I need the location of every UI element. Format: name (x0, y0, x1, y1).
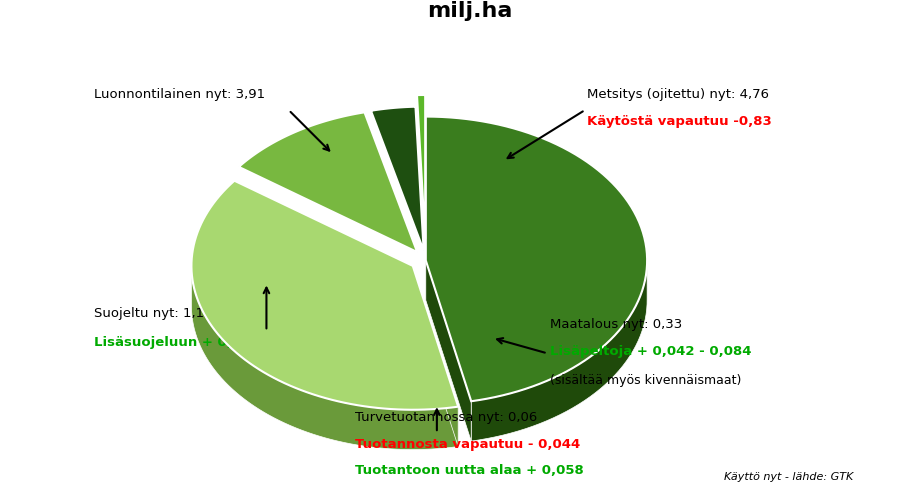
Text: Suojeltu nyt: 1,13: Suojeltu nyt: 1,13 (94, 307, 212, 320)
Polygon shape (417, 95, 425, 239)
Polygon shape (192, 181, 458, 410)
Text: Tuotantoon uutta alaa + 0,058: Tuotantoon uutta alaa + 0,058 (355, 464, 584, 477)
Polygon shape (192, 267, 458, 450)
Polygon shape (239, 112, 417, 252)
Text: Käytöstä vapautuu -0,83: Käytöstä vapautuu -0,83 (588, 115, 772, 128)
Text: Maatalous nyt: 0,33: Maatalous nyt: 0,33 (550, 318, 682, 331)
Polygon shape (426, 260, 471, 441)
Text: milj.ha: milj.ha (428, 1, 513, 21)
Polygon shape (371, 107, 424, 250)
Text: Käyttö nyt - lähde: GTK: Käyttö nyt - lähde: GTK (724, 472, 854, 482)
Text: Lisäpeltoja + 0,042 - 0,084: Lisäpeltoja + 0,042 - 0,084 (550, 345, 751, 358)
Polygon shape (413, 266, 458, 446)
Text: Turvetuotannossa nyt: 0,06: Turvetuotannossa nyt: 0,06 (355, 411, 537, 424)
Text: Lisäsuojeluun + 0,1: Lisäsuojeluun + 0,1 (94, 336, 241, 349)
Text: Tuotannosta vapautuu - 0,044: Tuotannosta vapautuu - 0,044 (355, 438, 580, 451)
Text: (sisältää myös kivennäismaat): (sisältää myös kivennäismaat) (550, 374, 741, 387)
Text: Metsitys (ojitettu) nyt: 4,76: Metsitys (ojitettu) nyt: 4,76 (588, 88, 769, 101)
Polygon shape (471, 259, 647, 441)
Text: Luonnontilainen nyt: 3,91: Luonnontilainen nyt: 3,91 (94, 88, 265, 101)
Polygon shape (426, 117, 647, 401)
